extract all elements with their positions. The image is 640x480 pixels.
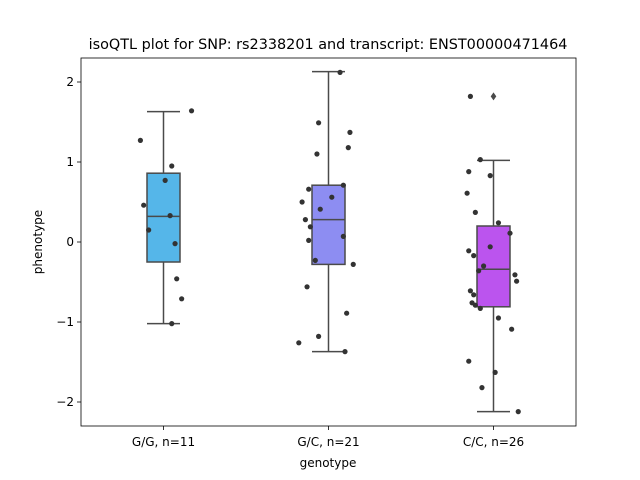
data-point (477, 305, 483, 311)
data-point (312, 257, 318, 263)
y-tick-label: 1 (66, 155, 74, 169)
data-point (188, 108, 195, 114)
data-point (467, 288, 473, 294)
data-point (515, 409, 521, 415)
data-point (174, 276, 180, 282)
data-point (345, 145, 351, 151)
plot-area (137, 69, 521, 415)
data-point (316, 120, 322, 126)
chart-title: isoQTL plot for SNP: rs2338201 and trans… (89, 37, 568, 53)
strip-points (296, 69, 356, 355)
data-point (507, 230, 513, 236)
x-tick-label: G/G, n=11 (132, 435, 195, 449)
data-point (495, 220, 502, 226)
data-point (472, 302, 478, 308)
data-point (487, 244, 493, 250)
data-point (172, 241, 178, 247)
strip-points (464, 93, 521, 415)
outlier-marker (490, 92, 497, 101)
data-point (314, 151, 320, 157)
data-point (316, 333, 322, 339)
data-point (514, 278, 520, 284)
data-point (304, 284, 310, 290)
data-point (179, 296, 185, 302)
data-point (477, 157, 483, 163)
data-point (476, 268, 482, 274)
data-point (296, 340, 302, 346)
data-point (299, 199, 305, 205)
data-point (464, 190, 470, 196)
data-point (479, 385, 485, 391)
y-tick-label: −1 (56, 315, 74, 329)
data-point (137, 137, 143, 143)
data-point (347, 129, 353, 135)
box (311, 184, 346, 266)
y-tick-label: −2 (56, 395, 74, 409)
data-point (509, 326, 515, 332)
data-point (302, 217, 308, 223)
data-point (141, 202, 147, 208)
data-point (169, 163, 175, 169)
x-tick-label: C/C, n=26 (463, 435, 524, 449)
data-point (350, 261, 356, 267)
data-point (512, 272, 518, 278)
data-point (471, 253, 477, 259)
data-point (342, 349, 348, 355)
data-point (306, 186, 312, 192)
data-point (337, 69, 343, 75)
box-group (476, 92, 511, 413)
data-point (167, 213, 173, 219)
data-point (472, 209, 478, 215)
data-point (481, 263, 487, 269)
x-tick-label: G/C, n=21 (297, 435, 359, 449)
y-tick-label: 0 (66, 235, 74, 249)
data-point (466, 248, 472, 254)
y-axis-label: phenotype (31, 210, 45, 274)
data-point (162, 177, 168, 183)
strip-points (137, 108, 195, 327)
data-point (495, 315, 502, 321)
y-axis: −2 −1 0 1 2 (56, 75, 81, 409)
box-group (146, 110, 181, 325)
data-point (466, 169, 472, 175)
box-group (311, 70, 346, 353)
data-point (340, 233, 346, 239)
data-point (329, 194, 335, 200)
data-point (307, 224, 313, 230)
x-axis-label: genotype (300, 456, 357, 470)
data-point (492, 369, 498, 375)
data-point (471, 292, 477, 298)
data-point (317, 206, 323, 212)
y-tick-label: 2 (66, 75, 74, 89)
data-point (344, 310, 350, 316)
data-point (340, 182, 346, 188)
data-point (306, 237, 312, 243)
data-point (467, 93, 473, 99)
data-point (487, 173, 493, 179)
data-point (466, 358, 472, 364)
data-point (169, 321, 175, 327)
x-axis: G/G, n=11 G/C, n=21 C/C, n=26 (132, 426, 524, 449)
box (146, 172, 181, 263)
data-point (146, 227, 152, 233)
